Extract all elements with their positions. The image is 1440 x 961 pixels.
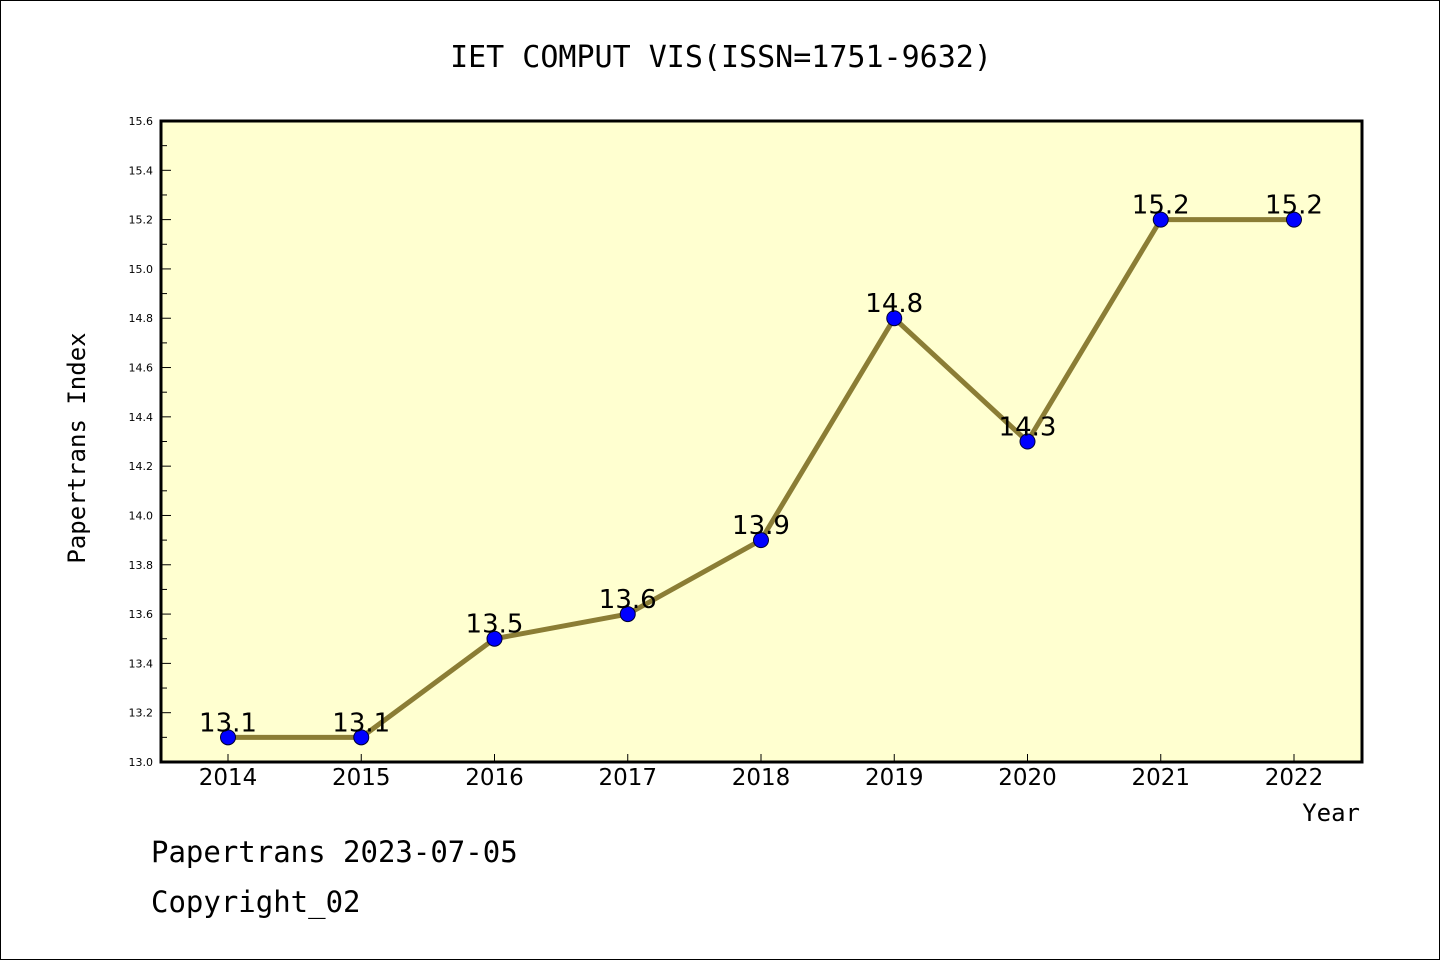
y-tick-label: 14.8 bbox=[129, 312, 154, 325]
y-tick-label: 14.6 bbox=[129, 362, 154, 375]
y-tick-label: 15.2 bbox=[129, 214, 154, 227]
y-tick-label: 13.6 bbox=[129, 608, 154, 621]
data-label: 13.9 bbox=[732, 511, 790, 541]
data-point-marker bbox=[1152, 211, 1169, 228]
y-axis: 13.0 13.2 13.4 13.6 13.8 14.0 14.2 14.4 14.6 14.8… bbox=[129, 115, 171, 769]
data-markers bbox=[220, 211, 1302, 746]
x-tick-label: 2020 bbox=[998, 765, 1057, 791]
y-tick-label: 15.6 bbox=[129, 115, 154, 128]
data-point-marker bbox=[753, 532, 769, 549]
x-tick-label: 2017 bbox=[598, 765, 657, 791]
y-tick-label: 14.4 bbox=[129, 411, 154, 424]
data-point-marker bbox=[886, 310, 903, 327]
y-tick-label: 13.0 bbox=[129, 756, 154, 769]
data-point-marker bbox=[1286, 211, 1302, 228]
x-tick-label: 2021 bbox=[1131, 765, 1190, 791]
data-point-marker bbox=[220, 729, 236, 746]
x-axis-title: Year bbox=[1302, 799, 1360, 827]
y-tick-label: 15.4 bbox=[129, 164, 154, 177]
x-axis: 2014 2015 2016 2017 2018 2019 2020 2021 2022 bbox=[199, 754, 1324, 791]
data-point-marker bbox=[353, 729, 370, 746]
data-label: 13.1 bbox=[332, 708, 390, 738]
y-axis-title: Papertrans Index bbox=[63, 332, 91, 563]
data-label: 14.8 bbox=[865, 289, 923, 319]
footer-date-text: Papertrans 2023-07-05 bbox=[151, 835, 518, 869]
x-tick-label: 2022 bbox=[1265, 765, 1324, 791]
y-tick-label: 13.8 bbox=[129, 559, 154, 572]
y-tick-label: 15.0 bbox=[129, 263, 154, 276]
data-label: 13.6 bbox=[599, 585, 657, 615]
x-tick-label: 2019 bbox=[865, 765, 924, 791]
data-labels: 13.1 13.1 13.5 13.6 13.9 14.8 14.3 15.2 15.2 bbox=[199, 191, 1323, 739]
y-tick-label: 14.0 bbox=[129, 509, 154, 522]
plot-area bbox=[159, 119, 1364, 764]
data-label: 13.1 bbox=[199, 708, 257, 738]
y-tick-label: 13.4 bbox=[129, 657, 154, 670]
data-point-marker bbox=[1019, 433, 1036, 450]
data-point-marker bbox=[486, 630, 503, 647]
data-label: 15.2 bbox=[1132, 191, 1190, 221]
x-tick-label: 2018 bbox=[732, 765, 791, 791]
x-tick-label: 2014 bbox=[199, 765, 258, 791]
y-tick-label: 13.2 bbox=[129, 707, 154, 720]
data-label: 15.2 bbox=[1265, 191, 1323, 221]
footer-copyright-text: Copyright_02 bbox=[151, 885, 361, 919]
x-tick-label: 2016 bbox=[465, 765, 524, 791]
chart-title: IET COMPUT VIS(ISSN=1751-9632) bbox=[450, 40, 992, 75]
data-point-marker bbox=[619, 606, 636, 623]
y-tick-label: 14.2 bbox=[129, 460, 154, 473]
data-label: 14.3 bbox=[999, 413, 1057, 443]
x-tick-label: 2015 bbox=[332, 765, 391, 791]
data-label: 13.5 bbox=[466, 610, 524, 640]
